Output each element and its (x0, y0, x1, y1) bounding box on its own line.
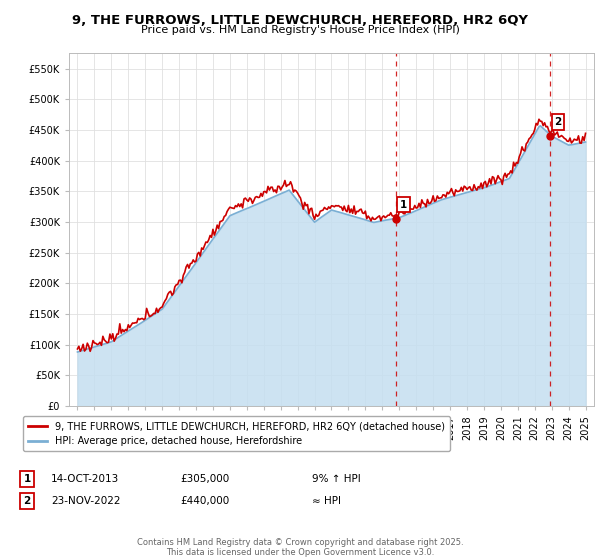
Text: 2: 2 (23, 496, 31, 506)
Text: 9% ↑ HPI: 9% ↑ HPI (312, 474, 361, 484)
Text: £305,000: £305,000 (180, 474, 229, 484)
Text: ≈ HPI: ≈ HPI (312, 496, 341, 506)
Text: Price paid vs. HM Land Registry's House Price Index (HPI): Price paid vs. HM Land Registry's House … (140, 25, 460, 35)
Text: 2: 2 (554, 117, 562, 127)
Text: 1: 1 (400, 200, 407, 210)
Text: 23-NOV-2022: 23-NOV-2022 (51, 496, 121, 506)
Legend: 9, THE FURROWS, LITTLE DEWCHURCH, HEREFORD, HR2 6QY (detached house), HPI: Avera: 9, THE FURROWS, LITTLE DEWCHURCH, HEREFO… (23, 417, 450, 451)
Text: 9, THE FURROWS, LITTLE DEWCHURCH, HEREFORD, HR2 6QY: 9, THE FURROWS, LITTLE DEWCHURCH, HEREFO… (72, 14, 528, 27)
Text: 14-OCT-2013: 14-OCT-2013 (51, 474, 119, 484)
Text: Contains HM Land Registry data © Crown copyright and database right 2025.
This d: Contains HM Land Registry data © Crown c… (137, 538, 463, 557)
Text: £440,000: £440,000 (180, 496, 229, 506)
Text: 1: 1 (23, 474, 31, 484)
